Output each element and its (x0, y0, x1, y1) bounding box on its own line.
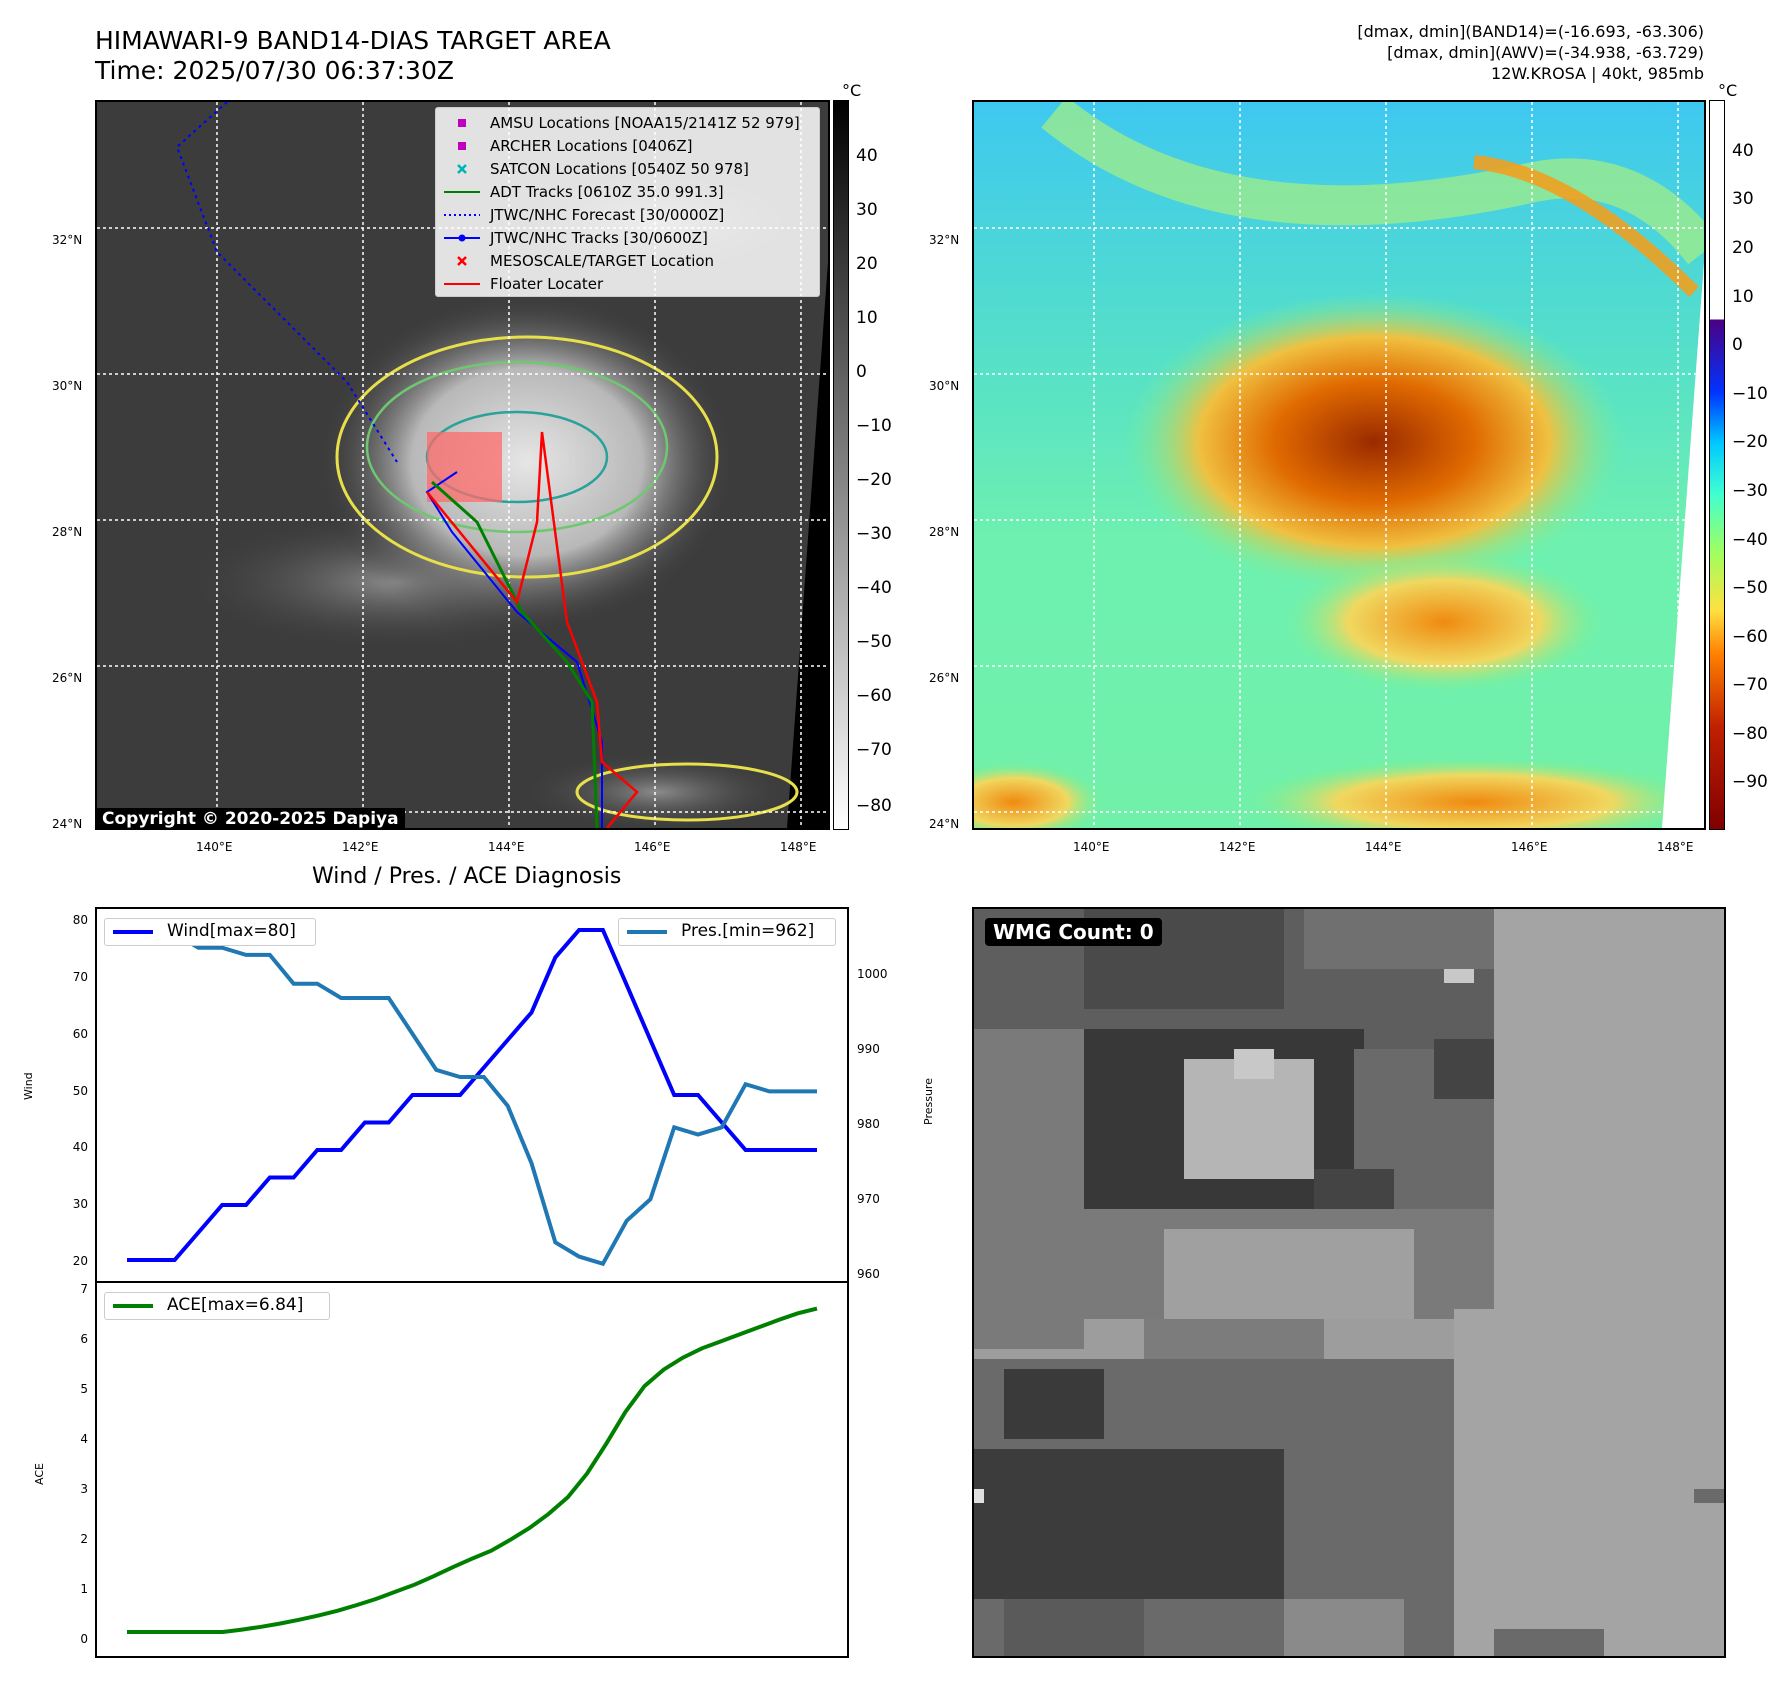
ir-lat-label: 28°N (52, 525, 83, 539)
ace-legend: ACE[max=6.84] (104, 1292, 330, 1320)
ace-tick-label: 4 (80, 1432, 88, 1446)
ir-colorbar-tick: −80 (856, 796, 892, 816)
pressure-series-line (127, 931, 817, 1267)
ace-tick-label: 0 (80, 1632, 88, 1646)
band14-range: [dmax, dmin](BAND14)=(-16.693, -63.306) (1357, 22, 1704, 41)
wind-tick-label: 40 (72, 1140, 88, 1155)
ace-tick-label: 5 (80, 1382, 88, 1396)
figure-title: HIMAWARI-9 BAND14-DIAS TARGET AREA (95, 26, 611, 55)
pressure-tick-label: 980 (857, 1117, 880, 1131)
ir-colorbar-tick: −60 (856, 686, 892, 706)
wv-colorbar-tick: −30 (1732, 481, 1768, 501)
pressure-axis-label: Pressure (922, 1078, 935, 1125)
ir-lat-label: 32°N (52, 233, 83, 247)
wv-colorbar-tick: −50 (1732, 578, 1768, 598)
pressure-legend: Pres.[min=962] (618, 918, 836, 946)
ace-tick-label: 6 (80, 1332, 88, 1346)
wv-colorbar-tick: −80 (1732, 724, 1768, 744)
wv-map-panel[interactable] (972, 100, 1706, 830)
diagnosis-title: Wind / Pres. / ACE Diagnosis (312, 864, 622, 889)
pressure-tick-label: 990 (857, 1042, 880, 1056)
wind-legend: Wind[max=80] (104, 918, 316, 946)
copyright-label: Copyright © 2020-2025 Dapiya (96, 808, 405, 830)
wv-colorbar-tick: −20 (1732, 432, 1768, 452)
ir-lon-label: 146°E (634, 840, 671, 854)
pressure-tick-label: 970 (857, 1192, 880, 1206)
ir-colorbar-tick: −40 (856, 578, 892, 598)
wmg-image (974, 909, 1724, 1656)
wind-axis-label: Wind (22, 1072, 35, 1100)
awv-range: [dmax, dmin](AWV)=(-34.938, -63.729) (1387, 43, 1704, 62)
wv-lat-label: 32°N (929, 233, 960, 247)
ace-plot (127, 1306, 818, 1634)
wv-lon-label: 146°E (1511, 840, 1548, 854)
wv-colorbar-unit: °C (1718, 81, 1738, 100)
wv-colorbar-tick: 20 (1732, 238, 1754, 258)
ace-tick-label: 7 (80, 1282, 88, 1296)
ir-lon-label: 142°E (342, 840, 379, 854)
wv-colorbar-tick: −10 (1732, 384, 1768, 404)
ir-colorbar-tick: 30 (856, 200, 878, 220)
ir-colorbar-tick: −10 (856, 416, 892, 436)
ir-colorbar-tick: 10 (856, 308, 878, 328)
wv-colorbar-tick: 10 (1732, 287, 1754, 307)
wv-lon-label: 142°E (1219, 840, 1256, 854)
ir-colorbar-tick: −50 (856, 632, 892, 652)
ace-tick-label: 3 (80, 1482, 88, 1496)
ir-lat-label: 30°N (52, 379, 83, 393)
wv-lat-label: 28°N (929, 525, 960, 539)
ir-lon-label: 140°E (196, 840, 233, 854)
wind-pressure-chart[interactable] (95, 907, 849, 1283)
ir-lat-label: 26°N (52, 671, 83, 685)
ir-lat-label: 24°N (52, 817, 83, 831)
wind-tick-label: 70 (72, 969, 88, 984)
wind-tick-label: 50 (72, 1083, 88, 1098)
ir-colorbar (833, 100, 849, 830)
wv-colorbar-tick: 30 (1732, 189, 1754, 209)
wv-colorbar-tick: 40 (1732, 141, 1754, 161)
ir-colorbar-tick: 0 (856, 362, 867, 382)
wind-pressure-plot (127, 928, 817, 1267)
wv-colorbar-tick: −40 (1732, 530, 1768, 550)
wmg-panel[interactable] (972, 907, 1726, 1658)
wind-tick-label: 20 (72, 1254, 88, 1268)
ir-colorbar-tick: 40 (856, 146, 878, 166)
ir-lon-label: 148°E (780, 840, 817, 854)
wv-lat-label: 30°N (929, 379, 960, 393)
wv-colorbar-tick: −70 (1732, 675, 1768, 695)
ace-tick-label: 1 (80, 1582, 88, 1596)
ir-colorbar-tick: −70 (856, 740, 892, 760)
ace-tick-label: 2 (80, 1532, 88, 1546)
ir-colorbar-tick: −20 (856, 470, 892, 490)
wv-lon-label: 148°E (1657, 840, 1694, 854)
map-legend: AMSU Locations [NOAA15/2141Z 52 979] ARC… (435, 107, 820, 297)
ace-axis-label: ACE (33, 1463, 46, 1485)
wv-colorbar-tick: −60 (1732, 627, 1768, 647)
wv-lon-label: 144°E (1365, 840, 1402, 854)
pressure-tick-label: 960 (857, 1267, 880, 1281)
ace-series-line (127, 1306, 818, 1634)
wv-colorbar (1709, 100, 1725, 830)
wv-colorbar-tick: 0 (1732, 335, 1743, 355)
figure-time: Time: 2025/07/30 06:37:30Z (95, 56, 454, 85)
wind-series-line (127, 928, 817, 1262)
ir-colorbar-tick: 20 (856, 254, 878, 274)
ir-lon-label: 144°E (488, 840, 525, 854)
wv-lat-label: 26°N (929, 671, 960, 685)
wv-lat-label: 24°N (929, 817, 960, 831)
wv-lon-label: 140°E (1073, 840, 1110, 854)
wv-map-image (974, 102, 1704, 828)
storm-info: 12W.KROSA | 40kt, 985mb (1491, 64, 1704, 83)
ir-colorbar-tick: −30 (856, 524, 892, 544)
wmg-count-badge: WMG Count: 0 (985, 918, 1162, 946)
pressure-tick-label: 1000 (857, 967, 888, 981)
ace-chart[interactable] (95, 1281, 849, 1658)
ir-colorbar-unit: °C (842, 81, 862, 100)
wind-tick-label: 60 (72, 1026, 88, 1041)
wv-colorbar-tick: −90 (1732, 772, 1768, 792)
wind-tick-label: 80 (72, 913, 88, 927)
wind-tick-label: 30 (72, 1197, 88, 1212)
